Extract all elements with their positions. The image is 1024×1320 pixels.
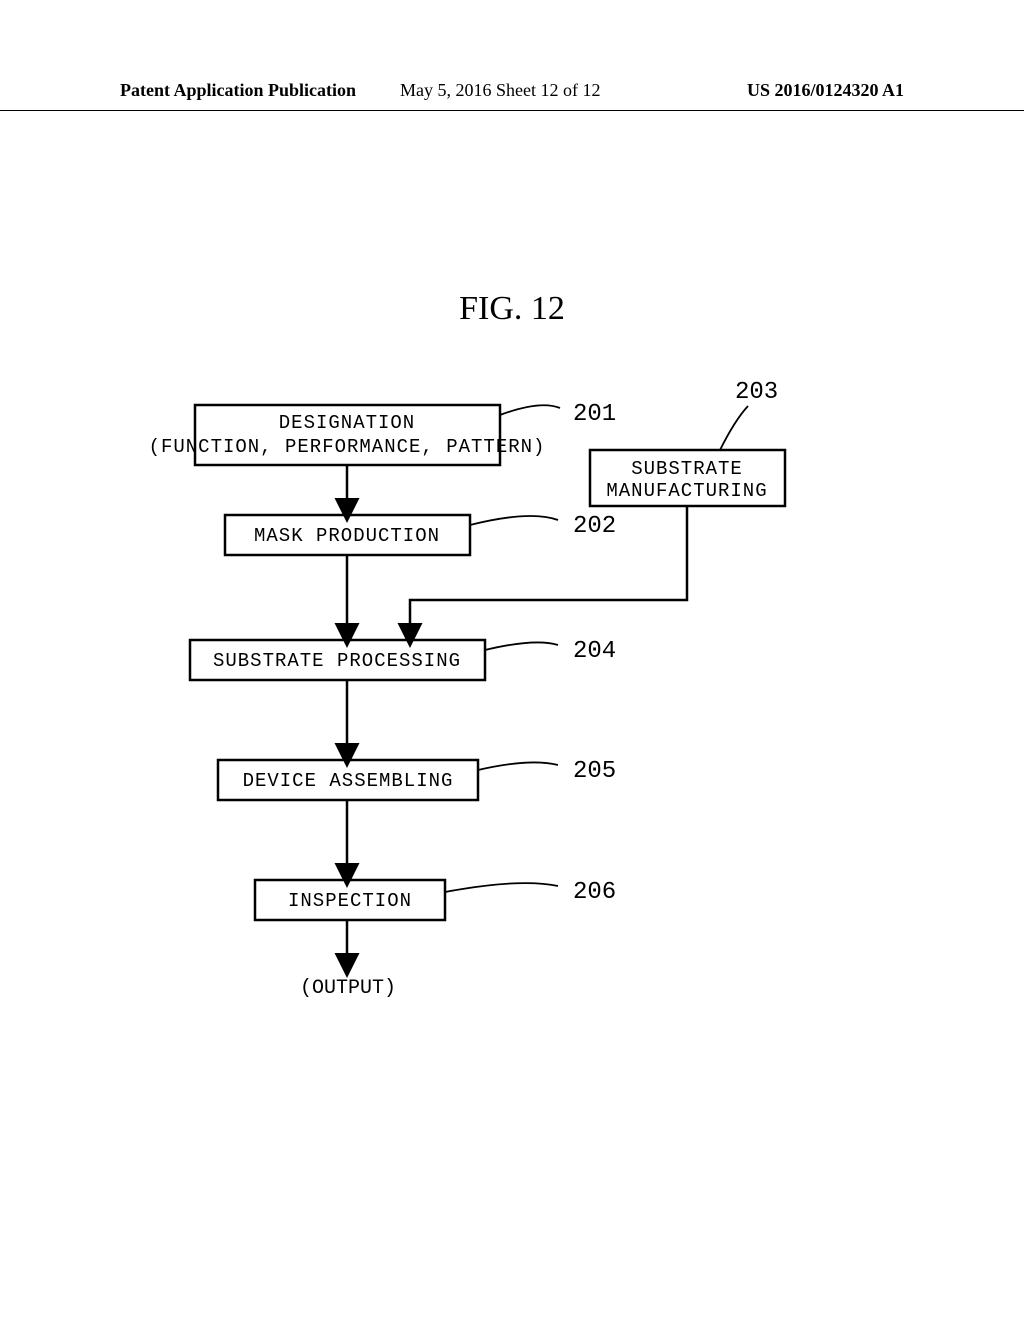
box-206-label: INSPECTION	[288, 890, 412, 912]
box-203-line1: SUBSTRATE	[631, 458, 743, 480]
lead-206	[445, 883, 558, 892]
box-204-label: SUBSTRATE PROCESSING	[213, 650, 461, 672]
output-label: (OUTPUT)	[300, 977, 396, 1000]
ref-205: 205	[573, 758, 616, 785]
box-202-label: MASK PRODUCTION	[254, 525, 440, 547]
lead-202	[470, 516, 558, 525]
lead-205	[478, 762, 558, 770]
ref-201: 201	[573, 401, 616, 428]
ref-202: 202	[573, 513, 616, 540]
lead-203	[720, 406, 748, 450]
ref-204: 204	[573, 638, 616, 665]
lead-201	[500, 405, 560, 415]
box-203-line2: MANUFACTURING	[606, 480, 767, 502]
flowchart-svg: DESIGNATION (FUNCTION, PERFORMANCE, PATT…	[0, 0, 1024, 1320]
ref-203: 203	[735, 379, 778, 406]
box-201-line1: DESIGNATION	[279, 412, 415, 434]
lead-204	[485, 642, 558, 650]
box-205-label: DEVICE ASSEMBLING	[243, 770, 454, 792]
box-201-line2: (FUNCTION, PERFORMANCE, PATTERN)	[149, 436, 546, 458]
ref-206: 206	[573, 879, 616, 906]
